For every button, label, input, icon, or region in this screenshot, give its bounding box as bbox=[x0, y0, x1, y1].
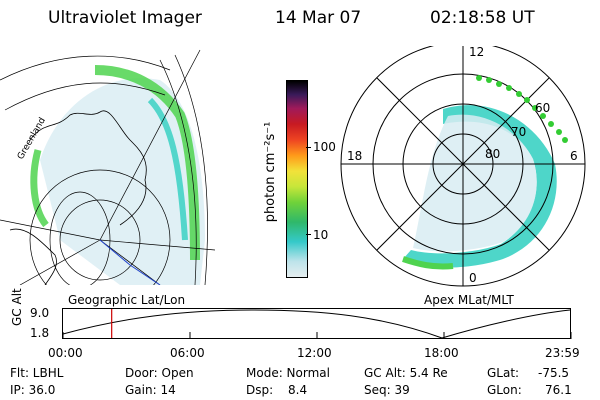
xtick-label: 00:00 bbox=[48, 346, 83, 360]
info-dsp-label: Dsp: bbox=[246, 383, 274, 397]
aurora-band-left bbox=[30, 149, 49, 228]
info-glon-value: 76.1 bbox=[545, 383, 572, 397]
xtick-label: 23:59 bbox=[545, 346, 580, 360]
polar-grid bbox=[340, 46, 586, 287]
ground-track bbox=[99, 239, 161, 285]
geographic-image-panel: Greenland bbox=[0, 49, 215, 285]
coastline-lower bbox=[9, 228, 57, 285]
oval-boundary-dots bbox=[476, 75, 568, 143]
colorbar-unit-label: photon cm⁻²s⁻¹ bbox=[263, 121, 278, 223]
info-dsp-value: 8.4 bbox=[288, 383, 308, 397]
info-glat-value: -75.5 bbox=[538, 366, 570, 380]
mlt-18-label: 18 bbox=[347, 149, 362, 163]
mlat-80-label: 80 bbox=[485, 147, 500, 161]
info-ip: IP: 36.0 bbox=[10, 383, 56, 397]
altitude-plot bbox=[62, 308, 572, 339]
polar-cap-haze bbox=[413, 114, 537, 252]
colorbar-label-10: 10 bbox=[313, 228, 329, 242]
info-glat-label: GLat: bbox=[487, 366, 520, 380]
info-mode: Mode: Normal bbox=[246, 366, 330, 380]
info-gain: Gain: 14 bbox=[125, 383, 176, 397]
aurora-dawn-patch bbox=[402, 256, 454, 270]
info-flt: Flt: LBHL bbox=[10, 366, 64, 380]
info-seq: Seq: 39 bbox=[364, 383, 410, 397]
mlt-0-label: 0 bbox=[469, 271, 477, 285]
colorbar-tick-100 bbox=[306, 147, 311, 148]
alt-plot-ymin: 1.8 bbox=[30, 326, 50, 340]
coastline bbox=[29, 110, 147, 226]
polar-panel-label: Apex MLat/MLT bbox=[424, 293, 514, 307]
mlt-12-label: 12 bbox=[469, 46, 484, 59]
time-label: 02:18:58 UT bbox=[430, 8, 535, 28]
mlat-70-label: 70 bbox=[511, 125, 526, 139]
colorbar-label-100: 100 bbox=[313, 140, 336, 154]
aurora-haze bbox=[40, 78, 205, 285]
intensity-colorbar bbox=[286, 80, 308, 278]
aurora-band-cyan bbox=[147, 97, 188, 241]
info-glon-label: GLon: bbox=[487, 383, 522, 397]
mlat-60-label: 60 bbox=[535, 101, 550, 115]
polar-mlat-mlt-panel: 12 18 6 0 60 70 80 bbox=[340, 46, 586, 287]
date-label: 14 Mar 07 bbox=[275, 8, 362, 28]
app-title: Ultraviolet Imager bbox=[48, 8, 202, 28]
mlt-6-label: 6 bbox=[570, 149, 578, 163]
xtick-label: 18:00 bbox=[424, 346, 459, 360]
info-door: Door: Open bbox=[125, 366, 194, 380]
altitude-curve bbox=[62, 309, 571, 339]
alt-plot-xticks bbox=[62, 332, 572, 339]
alt-plot-ymax: 9.0 bbox=[30, 306, 50, 320]
colorbar-tick-10 bbox=[306, 234, 311, 235]
info-gc-alt: GC Alt: 5.4 Re bbox=[364, 366, 448, 380]
lat-lon-grid bbox=[0, 49, 215, 285]
xtick-label: 12:00 bbox=[297, 346, 332, 360]
xtick-label: 06:00 bbox=[170, 346, 205, 360]
geo-panel-label: Geographic Lat/Lon bbox=[68, 293, 186, 307]
aurora-band-green bbox=[94, 65, 200, 261]
alt-plot-ylabel: GC Alt bbox=[10, 288, 24, 326]
